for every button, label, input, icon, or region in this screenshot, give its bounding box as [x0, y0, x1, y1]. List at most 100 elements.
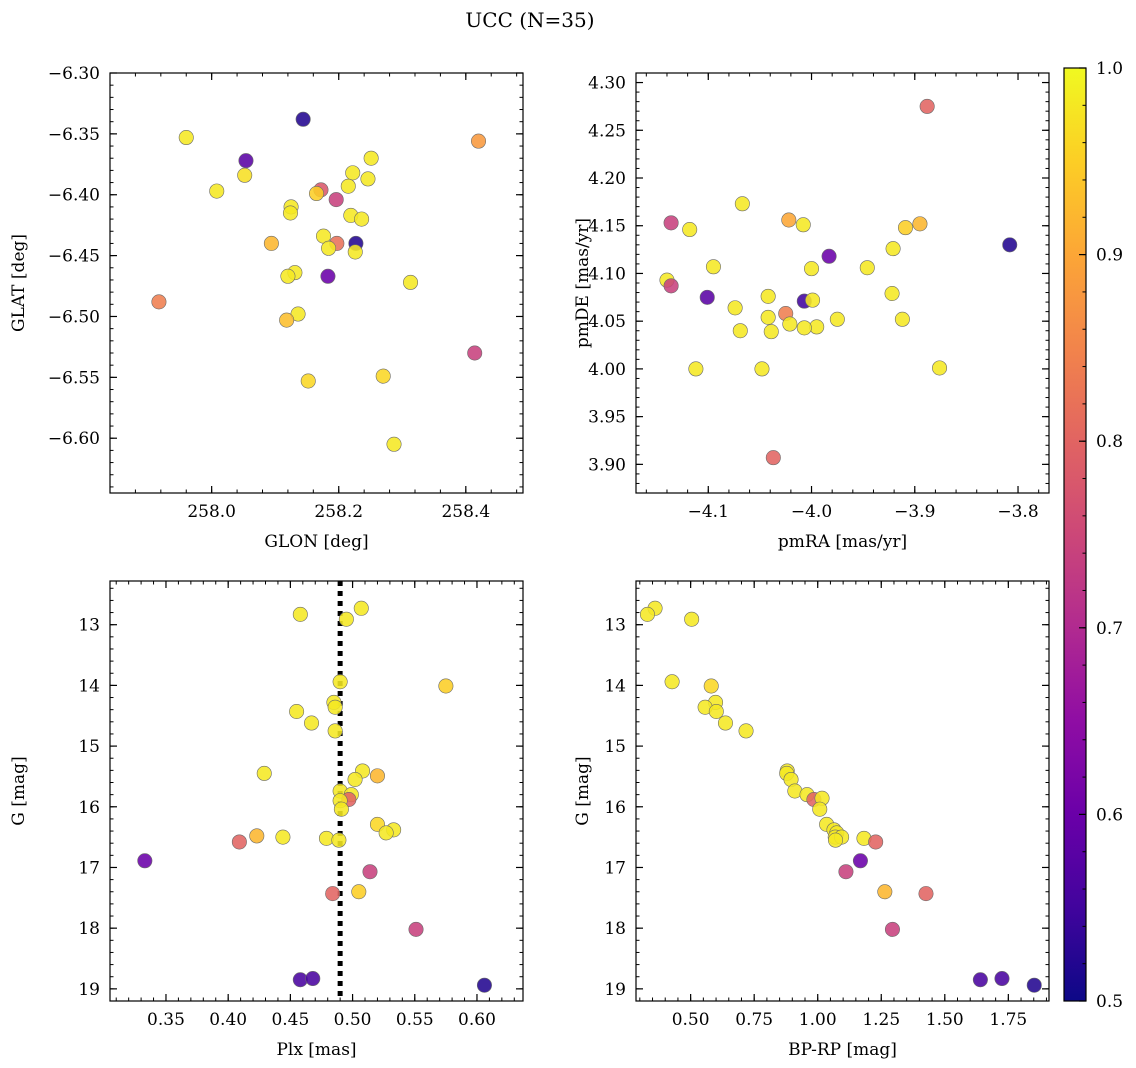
data-point	[717, 715, 733, 731]
colorbar-tick-label: 0.8	[1096, 432, 1123, 452]
colorbar: 0.5 0.6 0.7 0.8 0.9 1.0	[1063, 59, 1123, 1012]
panel-2: −4.1 −4.0 −3.9 −3.8 3.90 3.95 4.00 4.05 4.10 4.15…	[573, 72, 1050, 552]
data-point	[972, 972, 988, 988]
x-tick-label: 1.00	[799, 1010, 837, 1030]
data-point	[354, 211, 370, 227]
data-point	[231, 834, 247, 850]
data-point	[868, 834, 884, 850]
y-tick-label: 4.10	[588, 264, 626, 284]
panel-4: 0.50 0.75 1.00 1.25 1.50 1.75 13 14 15 16 17 18 19 BP…	[573, 580, 1050, 1060]
plot-frame	[109, 72, 524, 494]
data-point	[738, 723, 754, 739]
y-tick-label: 4.00	[588, 360, 626, 380]
x-tick-label: 0.35	[147, 1010, 185, 1030]
data-point	[795, 217, 811, 233]
data-point	[471, 133, 487, 149]
data-point	[663, 215, 679, 231]
x-axis-label: Plx [mas]	[276, 1040, 356, 1060]
data-point	[369, 768, 385, 784]
data-point	[1002, 237, 1018, 253]
x-tick-label: 0.50	[672, 1010, 710, 1030]
data-point	[338, 611, 354, 627]
data-point	[732, 323, 748, 339]
data-point	[804, 261, 820, 277]
data-point	[178, 130, 194, 146]
data-point	[639, 606, 655, 622]
y-axis-label: G [mag]	[573, 756, 593, 825]
figure-title: UCC (N=35)	[465, 8, 594, 32]
y-tick-label: 18	[78, 919, 100, 939]
x-axis-label: BP-RP [mag]	[788, 1040, 897, 1060]
x-tick-label: −4.1	[688, 502, 729, 522]
x-tick-label: 0.50	[334, 1010, 372, 1030]
data-point	[859, 260, 875, 276]
y-tick-label: 14	[604, 676, 626, 696]
data-point	[325, 886, 341, 902]
data-point	[754, 361, 770, 377]
y-tick-label: 4.30	[588, 74, 626, 94]
data-point	[279, 312, 295, 328]
data-point	[894, 311, 910, 327]
data-point	[682, 222, 698, 238]
x-tick-label: −4.0	[791, 502, 832, 522]
data-point	[282, 205, 298, 221]
data-point	[912, 216, 928, 232]
data-point	[877, 884, 893, 900]
colorbar-tick-label: 1.0	[1096, 59, 1123, 79]
data-point	[295, 111, 311, 127]
y-tick-label: −6.45	[48, 247, 100, 267]
data-point	[684, 611, 700, 627]
x-tick-label: 258.4	[441, 502, 490, 522]
y-tick-label: 16	[604, 798, 626, 818]
data-point	[885, 241, 901, 257]
data-point	[782, 316, 798, 332]
plot-frame	[635, 580, 1050, 1002]
data-point	[332, 674, 348, 690]
data-point	[727, 300, 743, 316]
colorbar-tick-label: 0.6	[1096, 805, 1123, 825]
panel-3: 0.35 0.40 0.45 0.50 0.55 0.60 13 14 15 16 17 18 19 Pl…	[9, 580, 524, 1060]
data-point	[209, 183, 225, 199]
x-tick-label: 0.75	[735, 1010, 773, 1030]
data-point	[320, 268, 336, 284]
data-point	[360, 171, 376, 187]
y-tick-label: 4.15	[588, 217, 626, 237]
data-point	[703, 678, 719, 694]
y-tick-label: 17	[78, 858, 100, 878]
data-point	[275, 829, 291, 845]
x-tick-label: 258.0	[187, 502, 236, 522]
data-point	[263, 235, 279, 251]
data-point	[327, 723, 343, 739]
y-tick-label: −6.35	[48, 125, 100, 145]
data-point	[362, 864, 378, 880]
y-axis-label: G [mag]	[9, 756, 29, 825]
data-point	[289, 703, 305, 719]
data-point	[308, 186, 324, 202]
data-point	[663, 278, 679, 294]
data-point	[345, 165, 361, 181]
data-point	[408, 921, 424, 937]
data-point	[805, 292, 821, 308]
panels: 258.0 258.2 258.4 −6.30 −6.35 −6.40 −6.45 −6.50…	[9, 64, 1050, 1060]
y-tick-label: 19	[604, 980, 626, 1000]
data-point	[353, 600, 369, 616]
colorbar-tick-label: 0.5	[1096, 992, 1123, 1012]
x-tick-label: 1.50	[926, 1010, 964, 1030]
data-point	[763, 324, 779, 340]
x-axis-label: GLON [deg]	[264, 532, 368, 552]
y-tick-label: 17	[604, 858, 626, 878]
plot-frame	[109, 580, 524, 1002]
data-point	[327, 699, 343, 715]
data-point	[708, 703, 724, 719]
data-point	[438, 678, 454, 694]
data-point	[292, 606, 308, 622]
data-point	[884, 921, 900, 937]
x-axis-label: pmRA [mas/yr]	[778, 532, 907, 552]
y-axis-label: pmDE [mas/yr]	[573, 218, 593, 348]
x-tick-label: −3.8	[997, 502, 1038, 522]
y-tick-label: 3.90	[588, 455, 626, 475]
x-tick-label: 1.25	[862, 1010, 900, 1030]
data-point	[781, 212, 797, 228]
data-point	[331, 832, 347, 848]
